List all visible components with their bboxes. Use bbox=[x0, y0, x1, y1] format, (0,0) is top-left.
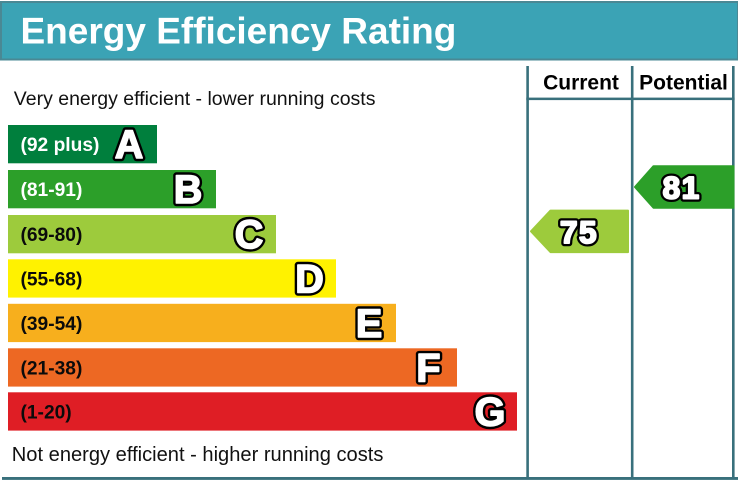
svg-text:(1-20): (1-20) bbox=[21, 402, 72, 423]
svg-text:Potential: Potential bbox=[639, 72, 728, 95]
svg-text:E: E bbox=[356, 302, 382, 346]
svg-text:D: D bbox=[295, 257, 324, 301]
svg-text:Current: Current bbox=[543, 72, 619, 95]
svg-text:C: C bbox=[235, 213, 264, 257]
svg-text:(55-68): (55-68) bbox=[21, 269, 83, 290]
svg-text:(81-91): (81-91) bbox=[21, 180, 83, 201]
svg-text:G: G bbox=[475, 390, 506, 434]
svg-text:C: C bbox=[235, 213, 264, 257]
svg-text:A: A bbox=[115, 123, 144, 167]
svg-text:81: 81 bbox=[663, 169, 701, 205]
svg-text:75: 75 bbox=[560, 214, 598, 250]
svg-text:(92 plus): (92 plus) bbox=[21, 135, 100, 156]
svg-text:D: D bbox=[295, 257, 324, 301]
svg-text:Very energy efficient - lower: Very energy efficient - lower running co… bbox=[14, 88, 376, 110]
svg-text:Energy Efficiency Rating: Energy Efficiency Rating bbox=[21, 11, 457, 52]
svg-text:B: B bbox=[174, 168, 203, 212]
svg-text:75: 75 bbox=[560, 214, 598, 250]
svg-text:E: E bbox=[356, 302, 382, 346]
svg-text:G: G bbox=[475, 390, 506, 434]
svg-text:A: A bbox=[115, 123, 144, 167]
svg-text:Not energy efficient - higher: Not energy efficient - higher running co… bbox=[12, 444, 384, 466]
svg-text:81: 81 bbox=[663, 169, 701, 205]
svg-text:F: F bbox=[416, 346, 440, 390]
svg-text:F: F bbox=[416, 346, 440, 390]
svg-text:(21-38): (21-38) bbox=[21, 358, 83, 379]
svg-text:(69-80): (69-80) bbox=[21, 225, 83, 246]
svg-text:(39-54): (39-54) bbox=[21, 314, 83, 335]
svg-text:B: B bbox=[174, 168, 203, 212]
